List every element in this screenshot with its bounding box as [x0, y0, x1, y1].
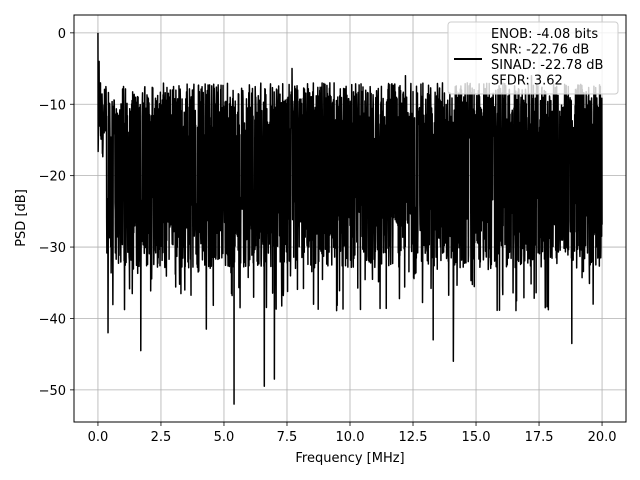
- legend-box: [447, 21, 619, 95]
- y-tick-label: −40: [39, 312, 66, 327]
- x-tick-label: 5.0: [214, 430, 235, 445]
- psd-series-line: [97, 32, 603, 405]
- x-tick-label: 10.0: [336, 430, 365, 445]
- ticks: 0.0 2.5 5.0 7.5 10.0 12.5 15.0 17.5 20.0 0 −10 −20 −…: [39, 27, 617, 445]
- legend-entry: SFDR: 3.62: [491, 74, 563, 89]
- x-axis-label: Frequency [MHz]: [295, 451, 404, 466]
- x-tick-label: 7.5: [277, 430, 298, 445]
- x-tick-label: 12.5: [399, 430, 428, 445]
- x-tick-label: 0.0: [88, 430, 109, 445]
- legend-entry: SINAD: -22.78 dB: [491, 58, 603, 73]
- y-tick-label: 0: [58, 27, 66, 42]
- x-tick-label: 17.5: [525, 430, 554, 445]
- x-tick-label: 15.0: [462, 430, 491, 445]
- y-tick-label: −50: [39, 384, 66, 399]
- legend-entry: SNR: -22.76 dB: [491, 43, 589, 58]
- x-tick-label: 20.0: [588, 430, 617, 445]
- plot-area: [97, 32, 603, 405]
- legend-entry: ENOB: -4.08 bits: [491, 27, 598, 42]
- x-tick-label: 2.5: [151, 430, 172, 445]
- y-tick-label: −10: [39, 98, 66, 113]
- y-tick-label: −30: [39, 241, 66, 256]
- y-axis-label: PSD [dB]: [14, 189, 29, 247]
- y-tick-label: −20: [39, 170, 66, 185]
